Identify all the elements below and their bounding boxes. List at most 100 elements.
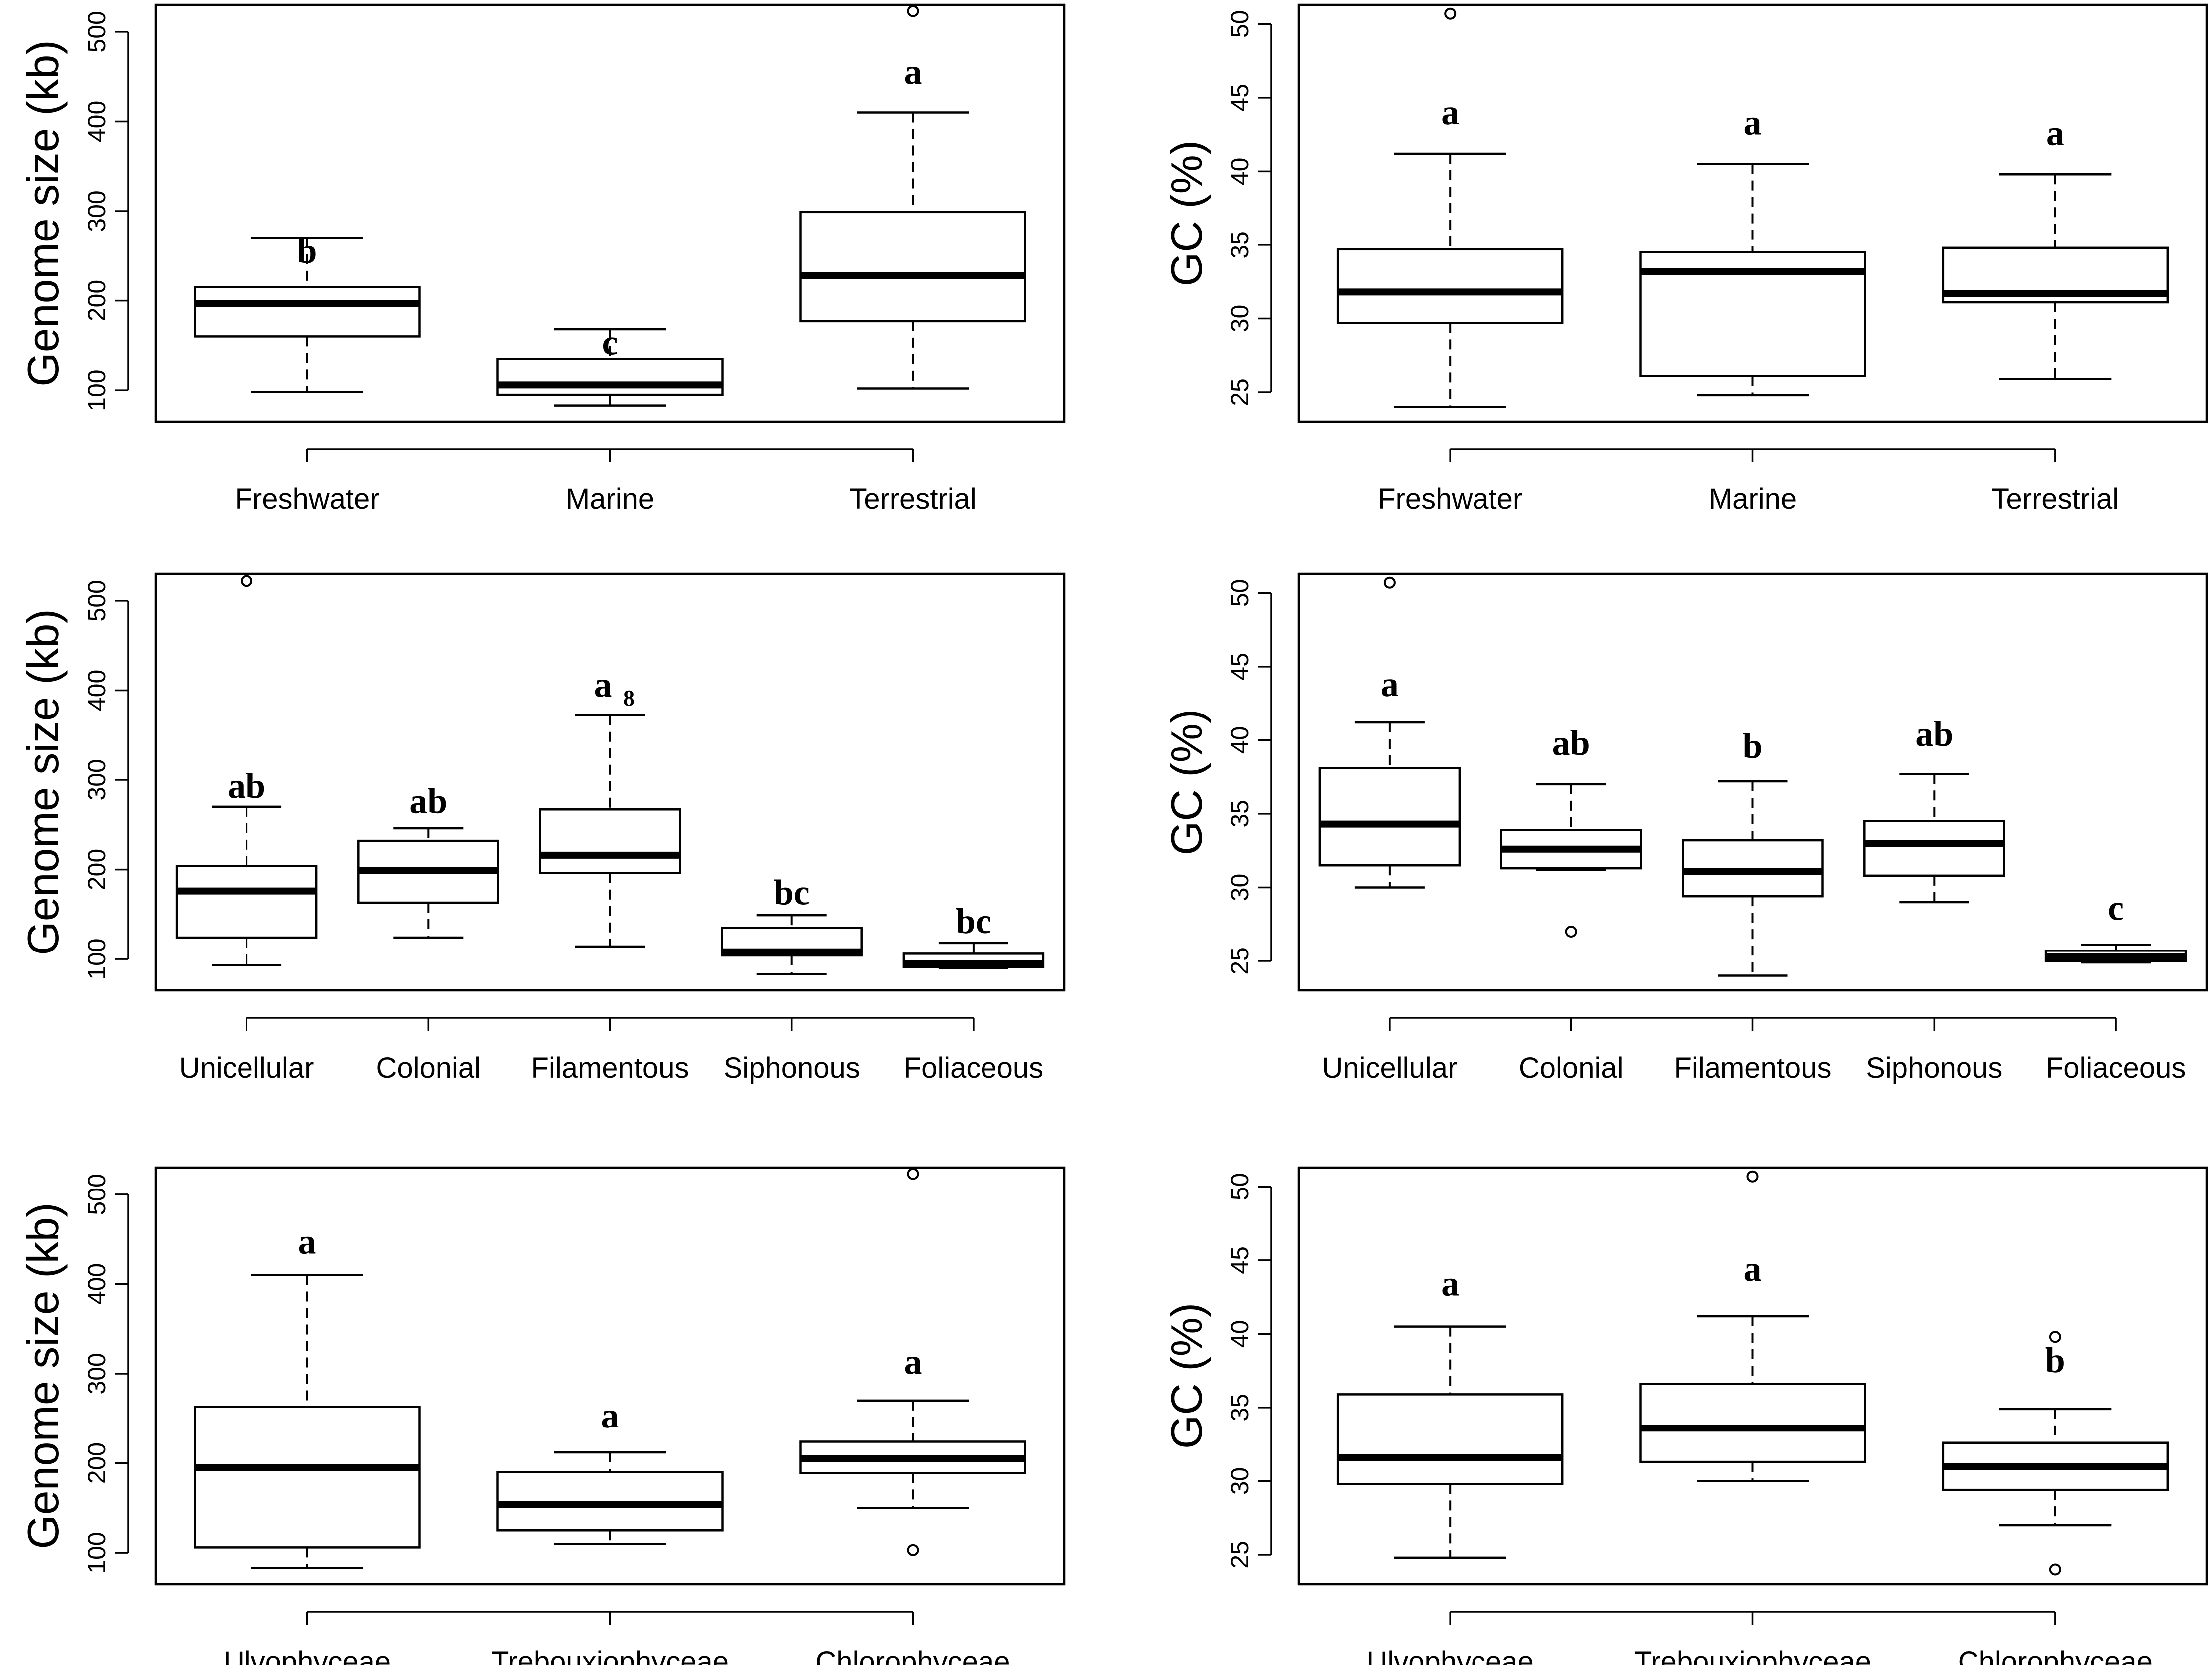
y-tick-label: 500 [83, 1174, 111, 1215]
significance-letter: bc [774, 873, 810, 913]
significance-letter: a [601, 1396, 619, 1435]
iqr-box [1639, 1383, 1866, 1463]
y-tick-label: 400 [83, 101, 111, 142]
x-tick-label: Siphonous [724, 1052, 860, 1084]
x-tick-label: Trebouxiophyceae [492, 1646, 729, 1665]
box-3: Terrestrial a [799, 5, 1026, 515]
significance-letter: a [1381, 664, 1399, 704]
box-4: Siphonous bc [721, 873, 863, 1084]
y-tick-label: 50 [1226, 579, 1254, 607]
significance-letter: ab [1915, 714, 1953, 754]
chart-panel-4: 25 30 35 40 45 50 GC (%) Unicellular a Colonial ab… [1162, 572, 2208, 1084]
box-3: Terrestrial a [1942, 113, 2169, 515]
significance-letter: a [1744, 1249, 1762, 1289]
plot-frame [154, 3, 1066, 423]
box-3: Filamentous a 8 [531, 665, 689, 1084]
y-tick-label: 30 [1226, 305, 1254, 333]
x-tick-label: Chlorophyceae [1958, 1646, 2153, 1665]
plot-frame [1297, 572, 2208, 992]
box-2: Trebouxiophyceae a [492, 1396, 729, 1665]
box-1: Freshwater a [1336, 7, 1564, 515]
y-tick-label: 35 [1226, 800, 1254, 828]
x-tick-label: Trebouxiophyceae [1634, 1646, 1871, 1665]
significance-letter: a [1441, 92, 1459, 132]
box-2: Marine a [1639, 103, 1866, 515]
outlier-point [2049, 1331, 2061, 1343]
x-tick-label: Filamentous [531, 1052, 689, 1084]
significance-letter: b [297, 231, 317, 271]
chart-panel-1: 100 200 300 400 500 Genome size (kb) Freshwate… [18, 3, 1066, 515]
plot-frame [154, 572, 1066, 992]
outlier-point [1383, 576, 1396, 589]
x-tick-label: Foliaceous [904, 1052, 1043, 1084]
y-tick-label: 45 [1226, 653, 1254, 681]
x-tick-label: Freshwater [1378, 483, 1522, 515]
x-tick-label: Filamentous [1674, 1052, 1832, 1084]
significance-letter: c [602, 322, 618, 362]
y-tick-label: 200 [83, 1442, 111, 1484]
plot-frame [154, 1166, 1066, 1586]
y-tick-label: 300 [83, 190, 111, 232]
significance-letter: ab [1552, 723, 1590, 763]
x-tick-label: Siphonous [1866, 1052, 2002, 1084]
outlier-point [907, 1168, 919, 1180]
y-tick-label: 45 [1226, 84, 1254, 112]
y-tick-label: 200 [83, 280, 111, 321]
y-tick-label: 50 [1226, 1173, 1254, 1201]
plot-frame [1297, 1166, 2208, 1586]
y-tick-label: 500 [83, 11, 111, 52]
y-tick-label: 45 [1226, 1246, 1254, 1274]
outlier-point [2049, 1563, 2061, 1576]
significance-letter: a [904, 1342, 922, 1382]
significance-letter: a [1441, 1264, 1459, 1304]
x-tick-label: Terrestrial [1992, 483, 2119, 515]
x-tick-label: Chlorophyceae [815, 1646, 1010, 1665]
iqr-box [1863, 820, 2005, 877]
box-2: Colonial ab [357, 781, 499, 1084]
y-tick-label: 40 [1226, 1320, 1254, 1348]
x-tick-label: Unicellular [1322, 1052, 1458, 1084]
y-tick-label: 200 [83, 849, 111, 890]
x-tick-label: Freshwater [235, 483, 379, 515]
significance-subscript: 8 [623, 685, 635, 711]
box-3: Chlorophyceae a [799, 1168, 1026, 1665]
outlier-point [1746, 1170, 1759, 1183]
y-tick-label: 40 [1226, 158, 1254, 186]
significance-letter: a [298, 1221, 316, 1261]
chart-panel-3: 100 200 300 400 500 Genome size (kb) Unicellul… [18, 572, 1066, 1084]
box-1: Freshwater b [194, 231, 421, 515]
iqr-box [496, 358, 724, 396]
y-tick-label: 100 [83, 369, 111, 411]
y-tick-label: 25 [1226, 1541, 1254, 1569]
x-tick-label: Colonial [1519, 1052, 1624, 1084]
iqr-box [799, 211, 1026, 323]
x-tick-label: Unicellular [179, 1052, 314, 1084]
box-3: Filamentous b [1674, 726, 1832, 1084]
x-tick-label: Marine [1709, 483, 1797, 515]
y-axis-label: GC (%) [1162, 1303, 1211, 1449]
x-tick-label: Ulvophyceae [224, 1646, 391, 1665]
box-1: Unicellular a [1318, 576, 1461, 1084]
significance-letter: b [1742, 726, 1762, 766]
y-tick-label: 50 [1226, 10, 1254, 38]
significance-letter: b [2045, 1340, 2065, 1380]
y-tick-label: 300 [83, 759, 111, 800]
box-4: Siphonous ab [1863, 714, 2005, 1084]
x-tick-label: Foliaceous [2046, 1052, 2186, 1084]
outlier-point [1565, 925, 1577, 938]
iqr-box [539, 808, 681, 875]
box-2: Colonial ab [1500, 723, 1642, 1084]
box-3: Chlorophyceae b [1942, 1331, 2169, 1665]
x-tick-label: Terrestrial [849, 483, 977, 515]
x-tick-label: Colonial [376, 1052, 481, 1084]
y-tick-label: 25 [1226, 947, 1254, 975]
significance-letter: a [1744, 103, 1762, 143]
iqr-box [1336, 248, 1564, 324]
significance-letter: a [904, 52, 922, 92]
significance-letter: c [2108, 888, 2124, 928]
y-tick-label: 35 [1226, 231, 1254, 259]
box-5: Foliaceous bc [902, 901, 1045, 1084]
